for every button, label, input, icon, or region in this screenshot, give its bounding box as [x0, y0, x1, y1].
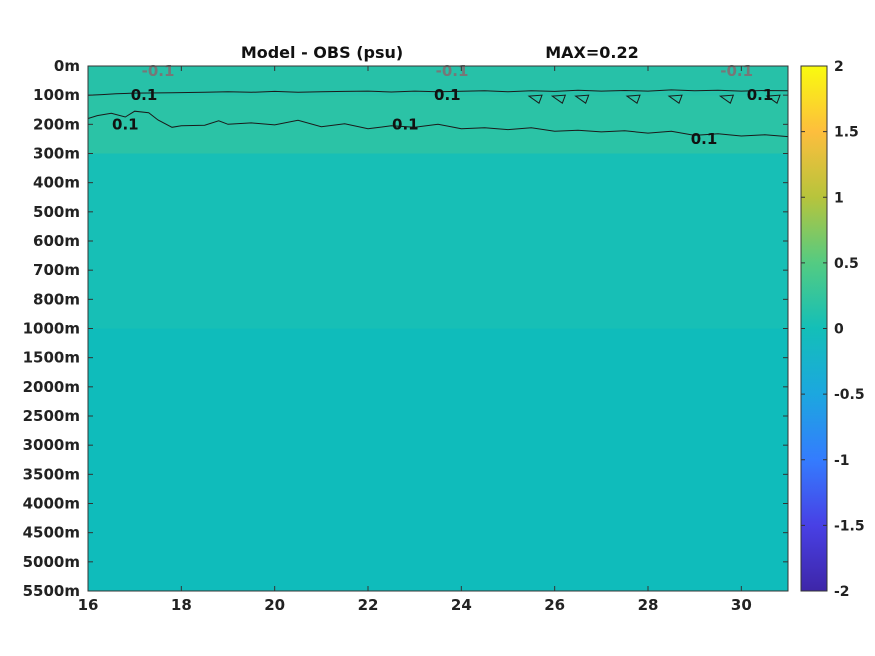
x-tick-label: 28	[638, 596, 659, 614]
small-contour-1	[550, 94, 567, 104]
max-label: MAX=0.22	[545, 43, 639, 62]
x-axis: 16 18 20 22 24 26 28 30	[78, 66, 752, 614]
x-tick-label: 30	[731, 596, 752, 614]
small-contour-6	[765, 94, 781, 104]
y-axis: 0m 100m 200m 300m 400m 500m 600m 700m 800m 1000m 1…	[23, 57, 788, 600]
small-contour-0	[527, 94, 543, 104]
depth-band-2	[88, 153, 788, 329]
colorbar-gradient	[800, 65, 828, 592]
y-tick-label: 4500m	[23, 524, 80, 542]
y-tick-label: 5000m	[23, 553, 80, 571]
x-tick-label: 26	[544, 596, 565, 614]
x-tick-label: 20	[264, 596, 285, 614]
contour-label: 0.1	[112, 115, 139, 133]
small-contour-2	[574, 94, 590, 104]
contour-line-0	[88, 89, 788, 96]
y-tick-label: 800m	[33, 290, 80, 308]
y-tick-label: 700m	[33, 261, 80, 279]
contour-label: 0.1	[434, 86, 461, 104]
small-contour-3	[625, 94, 641, 104]
y-tick-label: 4000m	[23, 495, 80, 513]
y-tick-label: 200m	[33, 115, 80, 133]
y-tick-label: 3000m	[23, 436, 80, 454]
chart-title: Model - OBS (psu)	[241, 43, 403, 62]
contour-label: 0.1	[747, 86, 774, 104]
contour-label: 0.1	[131, 86, 158, 104]
colorbar-tick-label: -2	[834, 584, 850, 600]
small-contour-5	[718, 94, 735, 104]
colorbar-tick-label: 1.5	[834, 125, 859, 141]
x-tick-label: 18	[171, 596, 192, 614]
negative-contour-label: -0.1	[720, 62, 753, 80]
depth-band-3	[88, 328, 788, 591]
x-tick-label: 24	[451, 596, 472, 614]
small-contour-4	[667, 94, 683, 104]
y-tick-label: 2000m	[23, 378, 80, 396]
y-tick-label: 400m	[33, 174, 80, 192]
y-tick-label: 100m	[33, 86, 80, 104]
x-tick-label: 22	[358, 596, 379, 614]
y-tick-label: 300m	[33, 145, 80, 163]
y-tick-label: 0m	[54, 57, 80, 75]
negative-contour-label: -0.1	[142, 62, 175, 80]
contour-line-1	[88, 110, 788, 138]
colorbar-tick-label: 1	[834, 190, 844, 206]
y-tick-label: 1000m	[23, 320, 80, 338]
x-tick-label: 16	[78, 596, 99, 614]
plot-area: 0.1 0.1 0.1 0.1 0.1 0.1 -0.1 -0.1 -0.1	[87, 62, 789, 592]
negative-contour-label: -0.1	[436, 62, 469, 80]
y-tick-label: 5500m	[23, 582, 80, 600]
colorbar-tick-label: 2	[834, 59, 844, 75]
y-tick-label: 600m	[33, 232, 80, 250]
y-tick-label: 500m	[33, 203, 80, 221]
colorbar-tick-label: -1	[834, 453, 850, 469]
contour-label: 0.1	[392, 115, 419, 133]
colorbar-tick-label: 0	[834, 322, 844, 338]
colorbar: 2 1.5 1 0.5 0 -0.5 -1 -1.5 -2	[800, 59, 865, 600]
colorbar-tick-label: 0.5	[834, 256, 859, 272]
y-tick-label: 3500m	[23, 465, 80, 483]
contour-label: 0.1	[691, 130, 718, 148]
y-tick-label: 2500m	[23, 407, 80, 425]
y-tick-label: 1500m	[23, 349, 80, 367]
colorbar-tick-label: -0.5	[834, 387, 865, 403]
colorbar-tick-label: -1.5	[834, 518, 865, 534]
